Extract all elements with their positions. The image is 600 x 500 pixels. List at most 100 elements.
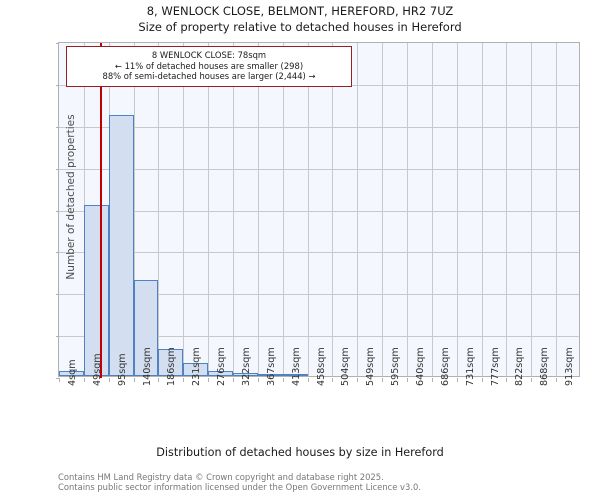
y-axis-tick-mark	[56, 336, 59, 337]
x-axis-tick-mark	[432, 378, 433, 382]
histogram-bar	[183, 363, 209, 376]
annotation-line-1: 8 WENLOCK CLOSE: 78sqm	[151, 50, 267, 60]
gridline-vertical	[158, 43, 159, 376]
y-axis-tick-mark	[56, 378, 59, 379]
gridline-vertical	[208, 43, 209, 376]
y-axis-tick-mark	[56, 127, 59, 128]
x-axis-tick-label: 731sqm	[464, 347, 476, 386]
x-axis-tick-label: 140sqm	[141, 347, 153, 386]
gridline-horizontal	[59, 252, 579, 253]
x-axis-tick-label: 186sqm	[166, 347, 178, 386]
x-axis-tick-mark	[332, 378, 333, 382]
y-axis-tick-mark	[56, 85, 59, 86]
gridline-vertical	[308, 43, 309, 376]
x-axis-tick-mark	[59, 378, 60, 382]
x-axis-tick-mark	[357, 378, 358, 382]
histogram-bar	[59, 371, 84, 376]
x-axis-tick-mark	[283, 378, 284, 382]
y-axis-tick-mark	[56, 294, 59, 295]
gridline-vertical	[233, 43, 234, 376]
annotation-line-3: 88% of semi-detached houses are larger (…	[102, 71, 316, 82]
x-axis-tick-mark	[84, 378, 85, 382]
x-axis-tick-label: 549sqm	[365, 347, 377, 386]
gridline-vertical	[432, 43, 433, 376]
histogram-bars	[59, 43, 579, 376]
x-axis-tick-mark	[158, 378, 159, 382]
gridline-vertical	[283, 43, 284, 376]
x-axis-tick-label: 504sqm	[340, 347, 352, 386]
y-axis-tick-mark	[56, 252, 59, 253]
gridline-vertical	[506, 43, 507, 376]
x-axis-tick-label: 868sqm	[539, 347, 551, 386]
histogram-bar	[108, 114, 134, 376]
x-axis-tick-mark	[109, 378, 110, 382]
gridline-vertical	[556, 43, 557, 376]
x-axis-tick-mark	[482, 378, 483, 382]
x-axis-tick-label: 458sqm	[315, 347, 327, 386]
y-axis-tick-mark	[56, 169, 59, 170]
x-axis-tick-mark	[556, 378, 557, 382]
page-title: 8, WENLOCK CLOSE, BELMONT, HEREFORD, HR2…	[146, 4, 454, 18]
x-axis-tick-label: 4sqm	[67, 359, 78, 386]
gridline-vertical	[407, 43, 408, 376]
histogram-bar	[133, 280, 159, 376]
x-axis-tick-mark	[457, 378, 458, 382]
gridline-horizontal	[59, 211, 579, 212]
y-axis-tick-mark	[56, 211, 59, 212]
plot-area: 02004006008001000120014001600 4sqm49sqm9…	[56, 42, 580, 386]
gridline-horizontal	[59, 127, 579, 128]
gridline-horizontal	[59, 294, 579, 295]
x-axis-tick-label: 95sqm	[116, 353, 128, 386]
x-axis-tick-label: 276sqm	[216, 347, 228, 386]
x-axis-tick-label: 913sqm	[564, 347, 576, 386]
x-axis-tick-mark	[531, 378, 532, 382]
x-axis-title: Distribution of detached houses by size …	[156, 446, 444, 459]
x-axis-tick-label: 686sqm	[439, 347, 451, 386]
histogram-bar	[208, 370, 233, 376]
x-axis-tick-mark	[506, 378, 507, 382]
annotation-box: 8 WENLOCK CLOSE: 78sqm ← 11% of detached…	[66, 46, 352, 87]
histogram-bar	[257, 373, 283, 376]
gridline-vertical	[183, 43, 184, 376]
histogram-bar	[282, 374, 308, 376]
y-axis-title: Number of detached properties	[65, 114, 77, 280]
property-marker-line	[99, 43, 102, 378]
x-axis-tick-label: 640sqm	[415, 347, 426, 386]
gridline-vertical	[482, 43, 483, 376]
x-axis-tick-mark	[308, 378, 309, 382]
x-axis-tick-mark	[183, 378, 184, 382]
gridline-vertical	[357, 43, 358, 376]
x-axis-tick-mark	[208, 378, 209, 382]
footer-line-1: Contains HM Land Registry data © Crown c…	[58, 472, 384, 482]
gridline-vertical	[382, 43, 383, 376]
gridline-vertical	[457, 43, 458, 376]
x-axis-tick-label: 231sqm	[191, 347, 203, 386]
chart-title-block: 8, WENLOCK CLOSE, BELMONT, HEREFORD, HR2…	[0, 4, 600, 35]
annotation-line-2: ← 11% of detached houses are smaller (29…	[114, 60, 304, 71]
page-subtitle: Size of property relative to detached ho…	[138, 20, 462, 34]
histogram-bar	[158, 348, 184, 376]
gridline-vertical	[134, 43, 135, 376]
x-axis-tick-mark	[233, 378, 234, 382]
x-axis-tick-mark	[407, 378, 408, 382]
x-axis-tick-label: 822sqm	[514, 347, 526, 386]
gridline-vertical	[258, 43, 259, 376]
x-axis-tick-label: 413sqm	[290, 347, 302, 386]
x-axis-tick-label: 367sqm	[265, 347, 277, 386]
gridline-vertical	[332, 43, 333, 376]
gridline-horizontal	[59, 169, 579, 170]
x-axis-tick-mark	[258, 378, 259, 382]
y-axis-tick-mark	[56, 43, 59, 44]
gridline-horizontal	[59, 336, 579, 337]
footer-line-2: Contains public sector information licen…	[58, 482, 421, 493]
histogram-bar	[83, 205, 109, 376]
x-axis-tick-label: 777sqm	[489, 347, 501, 386]
gridline-vertical	[531, 43, 532, 376]
histogram-bar	[233, 373, 258, 376]
x-axis-tick-mark	[382, 378, 383, 382]
footer-attribution: Contains HM Land Registry data © Crown c…	[58, 472, 598, 493]
x-axis-tick-label: 595sqm	[390, 347, 402, 386]
x-axis-tick-label: 322sqm	[241, 347, 252, 386]
x-axis-tick-mark	[134, 378, 135, 382]
